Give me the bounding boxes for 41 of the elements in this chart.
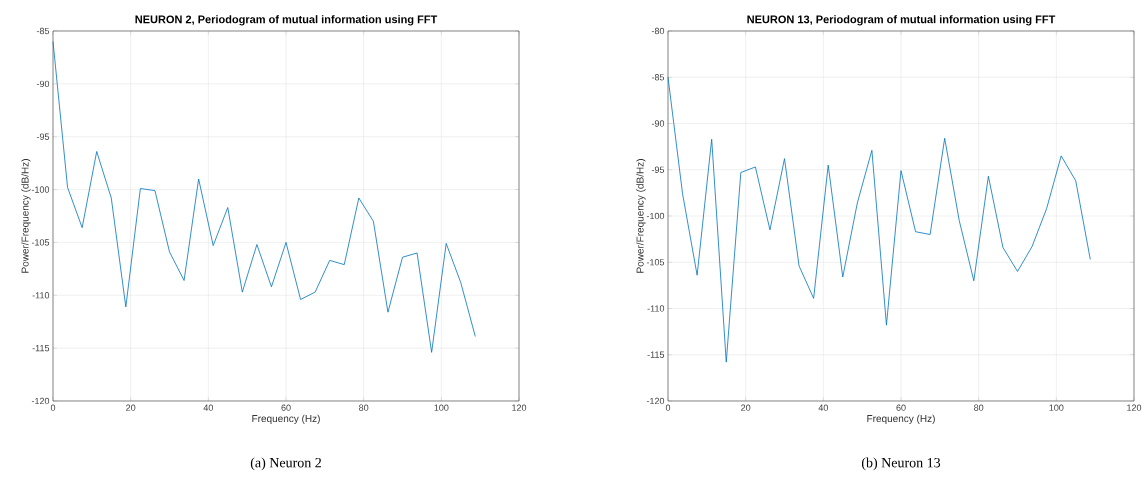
y-tick-label: -100	[31, 186, 50, 193]
y-axis-title: Power/Frequency (dB/Hz)	[636, 159, 646, 273]
y-tick-label: -105	[31, 239, 50, 246]
line-series	[667, 76, 1091, 363]
y-tick-label: -115	[647, 351, 665, 358]
x-axis-title: Frequency (Hz)	[867, 414, 935, 425]
x-tick-label: 100	[1049, 404, 1064, 411]
x-tick-label: 40	[818, 404, 828, 411]
x-tick-label: 120	[512, 404, 527, 411]
y-tick-label: -90	[36, 80, 50, 88]
y-tick-label: -95	[36, 133, 50, 140]
y-tick-label: -105	[646, 259, 665, 266]
text: (a) Neuron 2	[250, 457, 321, 471]
text: (b) Neuron 13	[861, 457, 941, 471]
x-tick-label: 20	[126, 404, 136, 411]
y-tick-label: -85	[651, 74, 665, 81]
y-tick-label: -120	[646, 397, 665, 405]
x-tick-label: 40	[203, 404, 213, 411]
x-tick-label: 20	[741, 404, 751, 411]
y-tick-label: -95	[651, 166, 665, 173]
x-tick-label: 0	[50, 404, 56, 411]
chart-title: NEURON 2, Periodogram of mutual information using FFT	[135, 15, 438, 26]
y-tick-label: -110	[32, 292, 50, 299]
y-tick-label: -100	[646, 212, 665, 220]
y-tick-label: -85	[36, 27, 50, 35]
chart-title: NEURON 13, Periodogram of mutual information using FFT	[747, 15, 1056, 26]
line-series	[52, 41, 476, 353]
y-axis-title: Power/Frequency (dB/Hz)	[21, 159, 31, 273]
x-tick-label: 120	[1127, 404, 1142, 411]
x-tick-label: 80	[974, 404, 984, 411]
x-axis-title: Frequency (Hz)	[252, 414, 320, 425]
y-tick-label: -90	[651, 120, 665, 127]
y-tick-label: -115	[32, 344, 50, 352]
x-tick-label: 0	[665, 404, 671, 411]
x-tick-label: 60	[281, 404, 291, 411]
x-tick-label: 60	[896, 404, 906, 411]
y-tick-label: -110	[647, 305, 665, 312]
x-tick-label: 80	[359, 404, 369, 411]
y-tick-label: -80	[651, 27, 665, 35]
x-tick-label: 100	[434, 404, 449, 411]
y-tick-label: -120	[31, 397, 50, 405]
